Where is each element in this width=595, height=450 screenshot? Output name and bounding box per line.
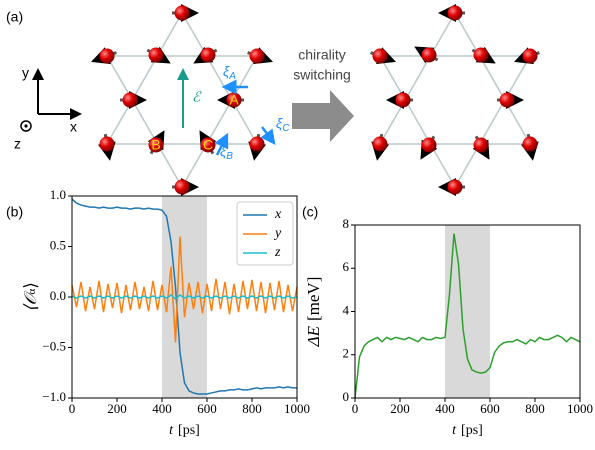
x-tick-label: 1000 <box>284 401 310 416</box>
x-label-part: t <box>169 423 174 438</box>
atom <box>421 137 437 153</box>
atom <box>421 47 437 63</box>
coordinate-axes: y x z <box>14 65 82 152</box>
site-label: C <box>203 137 213 153</box>
vector-label: ξC <box>276 115 290 134</box>
axis-label: x <box>70 119 77 135</box>
plot-frame <box>71 195 298 399</box>
x-tick-label: 600 <box>480 401 500 416</box>
legend-label: y <box>273 226 282 241</box>
vector-arrow <box>214 132 229 156</box>
atom <box>395 92 411 108</box>
atom <box>174 179 190 195</box>
atom <box>200 47 216 63</box>
bond <box>378 11 532 189</box>
arrow-text: switching <box>293 67 351 83</box>
x-tick-label: 0 <box>69 401 76 416</box>
site-label: A <box>229 92 239 108</box>
x-tick-label: 400 <box>435 401 455 416</box>
atom <box>249 136 265 152</box>
series-line <box>71 294 298 301</box>
y-tick-label: −1.0 <box>42 389 66 404</box>
bond <box>105 11 259 189</box>
series-line <box>354 233 581 399</box>
y-label-part: α <box>26 289 38 295</box>
y-tick-label: 6 <box>343 259 350 274</box>
x-tick-label: 1000 <box>567 401 593 416</box>
atom <box>226 92 242 108</box>
atom <box>249 48 265 64</box>
x-label-part: [ps] <box>461 423 483 438</box>
y-label-part: ⟩ <box>21 282 40 289</box>
atom <box>473 137 489 153</box>
y-tick-label: 0.5 <box>50 237 66 252</box>
atom <box>522 48 538 64</box>
atom <box>499 92 515 108</box>
y-axis-label: ΔE [meV] <box>304 277 323 348</box>
atom <box>122 92 138 108</box>
y-label-part: [meV] <box>304 277 323 321</box>
panel-label: (a) <box>6 9 23 25</box>
switch-arrow <box>292 90 354 142</box>
y-tick-label: −0.5 <box>42 338 66 353</box>
vector-arrow <box>260 126 276 145</box>
axis-label: y <box>22 65 29 81</box>
panel-label: (b) <box>6 204 23 220</box>
y-label-part: ⟨𝒪 <box>21 290 40 312</box>
y-label-part: ΔE <box>304 325 323 347</box>
site-label: B <box>151 137 160 153</box>
legend-label: z <box>274 245 281 260</box>
kagome-lattice <box>370 4 540 196</box>
y-tick-label: 1.0 <box>50 187 66 202</box>
atom <box>148 137 164 153</box>
arrow-text: chirality <box>298 47 345 63</box>
x-axis-label: t [ps] <box>452 423 483 438</box>
axis-label: z <box>14 136 21 152</box>
atom <box>200 137 216 153</box>
atom <box>447 5 463 21</box>
y-axis-label: ⟨𝒪α⟩ <box>21 282 40 312</box>
x-tick-label: 0 <box>352 401 359 416</box>
y-tick-label: 2 <box>343 346 350 361</box>
y-tick-label: 8 <box>343 216 350 231</box>
legend-label: x <box>274 207 282 222</box>
atom <box>372 48 388 64</box>
series-line <box>71 236 298 343</box>
x-tick-label: 200 <box>107 401 127 416</box>
atom <box>99 48 115 64</box>
panel-label: (c) <box>302 204 318 220</box>
y-tick-label: 0 <box>343 389 350 404</box>
x-tick-label: 800 <box>242 401 262 416</box>
vector-label: ξA <box>223 63 236 82</box>
atom <box>99 136 115 152</box>
x-label-part: t <box>452 423 457 438</box>
y-tick-label: 4 <box>343 302 350 317</box>
atom <box>473 47 489 63</box>
vector-label: ξB <box>220 143 233 162</box>
x-tick-label: 600 <box>197 401 217 416</box>
x-tick-label: 200 <box>390 401 410 416</box>
x-tick-label: 400 <box>152 401 172 416</box>
series-line <box>71 198 297 395</box>
plot-frame <box>354 224 581 399</box>
y-tick-label: 0.0 <box>50 288 66 303</box>
atom <box>174 5 190 21</box>
atom <box>148 47 164 63</box>
x-axis-label: t [ps] <box>169 423 200 438</box>
atom <box>372 136 388 152</box>
x-tick-label: 800 <box>525 401 545 416</box>
field-label: ℰ <box>192 89 202 105</box>
atom <box>447 179 463 195</box>
x-label-part: [ps] <box>178 423 200 438</box>
atom <box>522 136 538 152</box>
